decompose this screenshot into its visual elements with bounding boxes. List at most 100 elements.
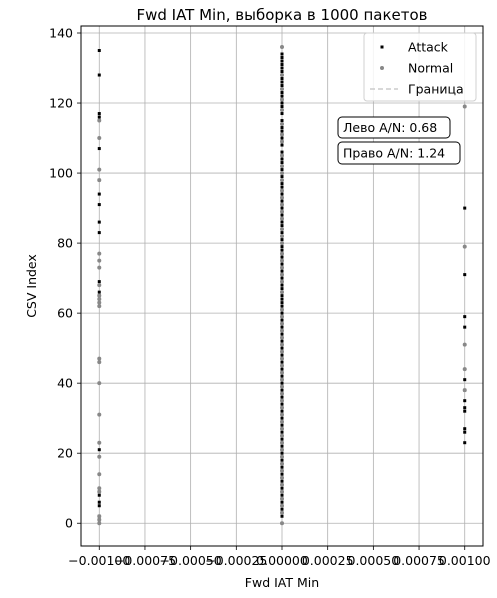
attack-point xyxy=(280,105,284,109)
attack-point xyxy=(280,332,284,336)
attack-point xyxy=(97,500,101,504)
x-tick-label: −0.00050 xyxy=(160,553,222,568)
attack-point xyxy=(280,56,284,60)
attack-point xyxy=(463,206,467,210)
normal-point xyxy=(280,279,284,284)
attack-point xyxy=(97,493,101,497)
attack-point xyxy=(97,231,101,235)
normal-point xyxy=(97,440,102,445)
normal-point xyxy=(280,433,284,438)
attack-point xyxy=(280,150,284,154)
attack-point xyxy=(280,430,284,434)
normal-point xyxy=(97,283,102,288)
normal-point xyxy=(97,251,102,256)
legend-label: Attack xyxy=(408,40,449,55)
annotation-text: Лево A/N: 0.68 xyxy=(343,120,437,135)
normal-point xyxy=(97,454,102,459)
x-tick-label: 0.00075 xyxy=(393,553,445,568)
attack-point xyxy=(280,66,284,70)
normal-point xyxy=(280,521,284,526)
normal-point xyxy=(280,328,284,333)
normal-point xyxy=(280,349,284,354)
normal-point xyxy=(280,251,284,256)
normal-point xyxy=(97,118,102,123)
annotation-box xyxy=(337,141,461,165)
attack-point xyxy=(97,203,101,207)
attack-point xyxy=(280,255,284,259)
attack-point xyxy=(280,262,284,266)
normal-point xyxy=(97,489,102,494)
attack-point xyxy=(280,444,284,448)
normal-point xyxy=(280,426,284,431)
attack-point xyxy=(280,301,284,305)
attack-point xyxy=(280,294,284,298)
normal-point xyxy=(280,216,284,221)
normal-point xyxy=(280,202,284,207)
attack-point xyxy=(463,441,467,445)
legend-box xyxy=(363,32,477,102)
normal-point xyxy=(97,304,102,309)
normal-point xyxy=(280,307,284,312)
chart-title: Fwd IAT Min, выборка в 1000 пакетов xyxy=(136,6,427,24)
attack-point xyxy=(280,143,284,147)
y-tick-label: 80 xyxy=(57,236,73,251)
y-axis-label: CSV Index xyxy=(24,254,39,318)
normal-point xyxy=(97,360,102,365)
normal-point xyxy=(280,188,284,193)
attack-point xyxy=(463,325,467,329)
legend-normal-marker xyxy=(380,66,384,70)
attack-point xyxy=(280,80,284,84)
attack-point xyxy=(280,458,284,462)
attack-point xyxy=(280,185,284,189)
attack-point xyxy=(280,52,284,56)
x-axis-label: Fwd IAT Min xyxy=(245,575,319,590)
attack-point xyxy=(280,231,284,235)
legend-attack-marker xyxy=(380,45,384,49)
normal-point xyxy=(280,45,284,50)
attack-point xyxy=(97,73,101,77)
normal-point xyxy=(280,398,284,403)
normal-point xyxy=(280,97,284,102)
normal-point xyxy=(280,419,284,424)
normal-point xyxy=(280,510,284,515)
attack-point xyxy=(97,49,101,53)
attack-point xyxy=(280,388,284,392)
normal-point xyxy=(97,472,102,477)
normal-point xyxy=(280,108,284,113)
attack-point xyxy=(280,276,284,280)
y-tick-label: 40 xyxy=(57,376,73,391)
normal-point xyxy=(280,227,284,232)
normal-point xyxy=(97,258,102,263)
attack-point xyxy=(280,423,284,427)
attack-point xyxy=(280,500,284,504)
attack-point xyxy=(97,147,101,151)
normal-point xyxy=(97,297,102,302)
attack-point xyxy=(280,269,284,273)
data-points xyxy=(97,45,467,526)
attack-point xyxy=(97,448,101,452)
x-tick-label: 0.00000 xyxy=(256,553,308,568)
y-axis-ticks: 0 20 40 60 80 100 120 140 xyxy=(49,26,81,531)
normal-point xyxy=(280,482,284,487)
attack-point xyxy=(280,514,284,518)
normal-point xyxy=(280,440,284,445)
attack-point xyxy=(280,192,284,196)
x-tick-label: 0.00050 xyxy=(348,553,400,568)
normal-point xyxy=(280,258,284,263)
attack-point xyxy=(280,213,284,217)
y-tick-label: 140 xyxy=(49,26,73,41)
attack-point xyxy=(280,206,284,210)
attack-point xyxy=(280,77,284,81)
normal-point xyxy=(280,164,284,169)
attack-point xyxy=(280,168,284,172)
attack-point xyxy=(97,192,101,196)
x-tick-label: 0.00025 xyxy=(302,553,354,568)
attack-point xyxy=(97,504,101,508)
x-tick-label: 0.00100 xyxy=(439,553,491,568)
normal-point xyxy=(280,342,284,347)
normal-point xyxy=(280,384,284,389)
normal-point xyxy=(97,265,102,270)
attack-point xyxy=(280,283,284,287)
normal-point xyxy=(280,209,284,214)
